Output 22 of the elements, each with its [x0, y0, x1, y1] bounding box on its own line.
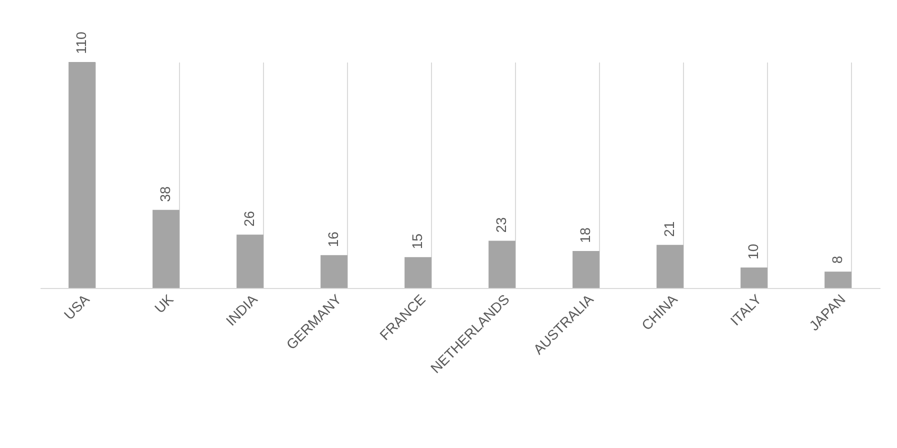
data-label: 18: [577, 227, 593, 244]
data-label: 21: [661, 221, 677, 237]
data-label: 23: [493, 216, 509, 233]
bar: [404, 257, 432, 288]
bar: [488, 240, 516, 288]
bar: [740, 267, 768, 288]
bar: [320, 255, 348, 288]
bar: [824, 272, 852, 288]
bar: [656, 244, 684, 288]
data-label: 15: [409, 233, 425, 250]
bar: [152, 210, 180, 288]
data-label: 8: [829, 256, 845, 264]
x-tick-label: UK: [151, 290, 177, 316]
data-label: 110: [73, 31, 89, 54]
x-tick-label: USA: [60, 290, 93, 323]
data-label: 16: [325, 231, 341, 248]
data-label: 38: [157, 186, 173, 202]
bar: [236, 234, 264, 288]
data-label: 26: [241, 210, 257, 227]
data-label: 10: [745, 244, 761, 260]
bar: [68, 62, 96, 288]
bar: [572, 251, 600, 288]
